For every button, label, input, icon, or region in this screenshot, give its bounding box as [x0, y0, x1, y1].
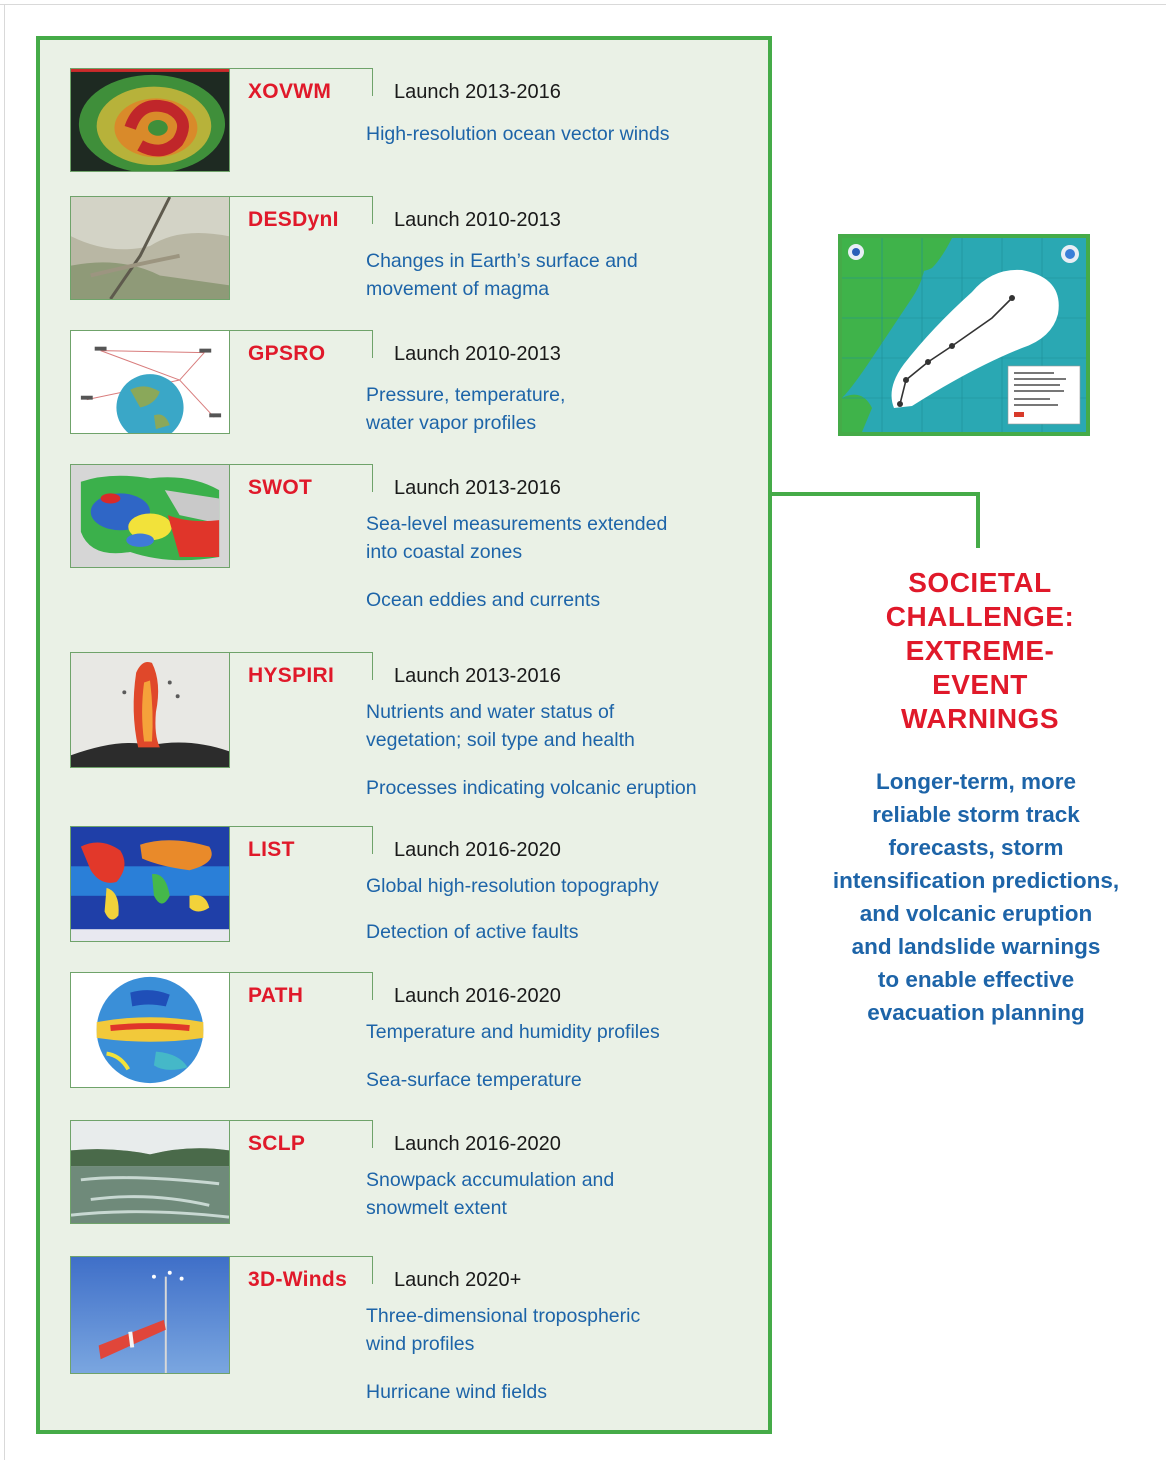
tab-divider [372, 826, 373, 854]
tab-divider [230, 1256, 372, 1257]
frame-left-border [4, 4, 5, 1460]
mission-name: SWOT [248, 476, 313, 499]
tab-divider [230, 652, 372, 653]
tab-divider [230, 1120, 372, 1121]
mission-description: Ocean eddies and currents [366, 589, 601, 611]
mission-description: Temperature and humidity profiles [366, 1021, 660, 1043]
gps-satellites-globe-diagram [70, 330, 230, 434]
launch-date: Launch 2013-2016 [394, 81, 561, 103]
launch-date: Launch 2010-2013 [394, 209, 561, 231]
mission-description: Detection of active faults [366, 921, 579, 943]
challenge-title: SOCIETAL CHALLENGE: EXTREME- EVENT WARNI… [885, 567, 1075, 734]
ocean-winds-satellite-image [70, 68, 230, 172]
mission-name: PATH [248, 984, 304, 1007]
launch-date: Launch 2013-2016 [394, 477, 561, 499]
launch-date: Launch 2010-2013 [394, 343, 561, 365]
mission-name: DESDynI [248, 208, 339, 231]
mission-description: Processes indicating volcanic eruption [366, 777, 697, 799]
mission-description: Changes in Earth’s surface and movement … [366, 250, 638, 300]
global-topography-map [70, 826, 230, 942]
mission-name: 3D-Winds [248, 1268, 348, 1291]
tab-divider [372, 652, 373, 680]
mission-name: SCLP [248, 1132, 306, 1155]
launch-date: Launch 2013-2016 [394, 665, 561, 687]
storm-track-forecast-map [838, 234, 1090, 436]
tab-divider [230, 972, 372, 973]
mission-name: GPSRO [248, 342, 326, 365]
tab-divider [372, 330, 373, 358]
mission-description: Nutrients and water status of vegetation… [366, 701, 635, 751]
tab-divider [372, 196, 373, 224]
tab-divider [372, 1256, 373, 1284]
launch-date: Launch 2016-2020 [394, 839, 561, 861]
mission-description: Sea-surface temperature [366, 1069, 582, 1091]
snowmelt-river-photo [70, 1120, 230, 1224]
missions-panel: XOVWM Launch 2013-2016 High-resolution o… [36, 36, 772, 1434]
tab-divider [230, 826, 372, 827]
mission-description: Sea-level measurements extended into coa… [366, 513, 668, 563]
volcanic-eruption-photo [70, 652, 230, 768]
connector-line [772, 492, 980, 496]
sea-level-map [70, 464, 230, 568]
launch-date: Launch 2016-2020 [394, 985, 561, 1007]
mission-name: HYSPIRI [248, 664, 335, 687]
tab-divider [372, 464, 373, 492]
tab-divider [372, 1120, 373, 1148]
challenge-benefit: Longer-term, more reliable storm track f… [832, 769, 1120, 1025]
sea-surface-temperature-globe [70, 972, 230, 1088]
tab-divider [372, 68, 373, 96]
mission-description: High-resolution ocean vector winds [366, 123, 670, 145]
mission-description: Global high-resolution topography [366, 875, 659, 897]
tab-divider [372, 972, 373, 1000]
mission-description: Pressure, temperature, water vapor profi… [366, 384, 566, 434]
windsock-photo [70, 1256, 230, 1374]
tab-divider [230, 196, 372, 197]
mission-description: Hurricane wind fields [366, 1381, 547, 1403]
mission-description: Snowpack accumulation and snowmelt exten… [366, 1169, 615, 1219]
tab-divider [230, 330, 372, 331]
launch-date: Launch 2016-2020 [394, 1133, 561, 1155]
mission-description: Three-dimensional tropospheric wind prof… [366, 1305, 641, 1355]
connector-line [976, 492, 980, 548]
tab-divider [230, 464, 372, 465]
tab-divider [230, 68, 372, 69]
mission-name: XOVWM [248, 80, 332, 103]
fault-landscape-photo [70, 196, 230, 300]
frame-top-border [0, 4, 1166, 5]
mission-name: LIST [248, 838, 295, 861]
launch-date: Launch 2020+ [394, 1269, 522, 1291]
